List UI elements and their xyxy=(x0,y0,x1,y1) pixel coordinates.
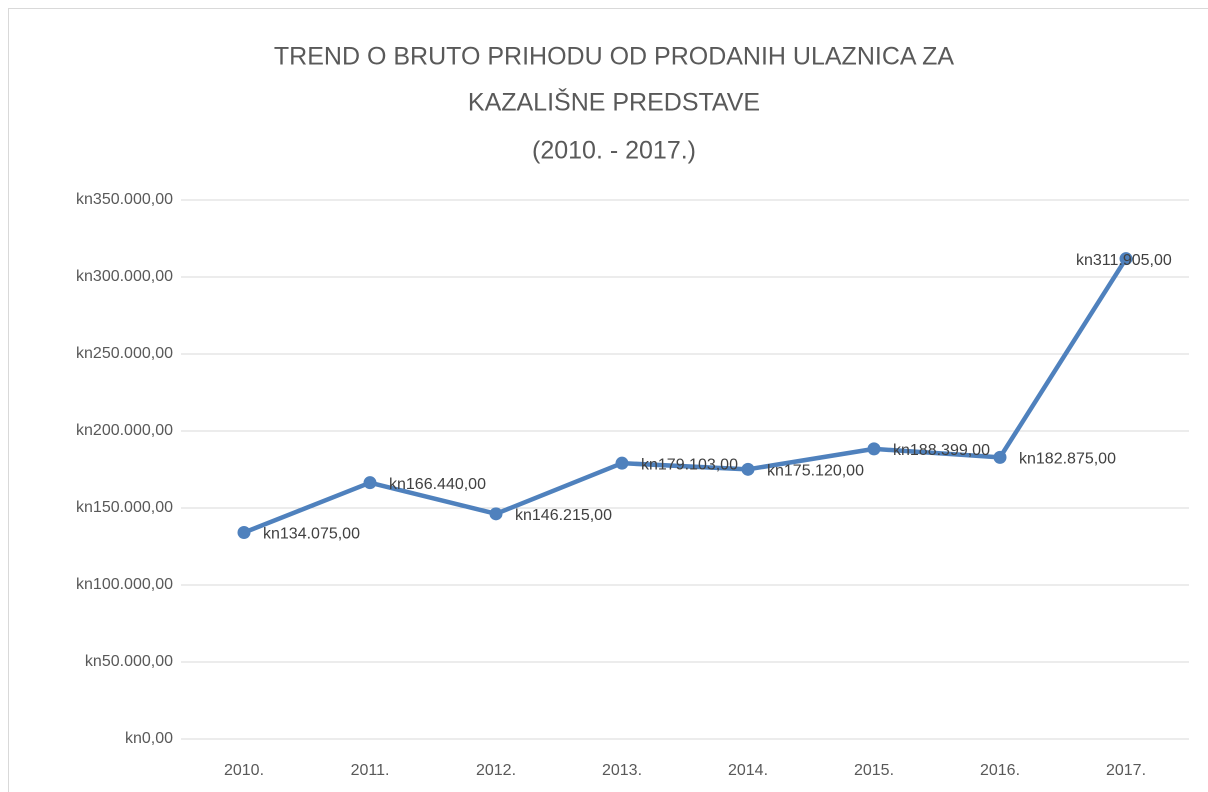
data-label: kn182.875,00 xyxy=(1019,451,1116,468)
y-tick-label: kn200.000,00 xyxy=(76,422,173,439)
data-point xyxy=(1119,252,1133,266)
y-tick-label: kn300.000,00 xyxy=(76,268,173,285)
data-point xyxy=(741,462,755,476)
x-tick-label: 2010. xyxy=(224,762,264,779)
x-tick-label: 2011. xyxy=(351,762,390,779)
x-tick-label: 2014. xyxy=(728,762,768,779)
y-tick-label: kn150.000,00 xyxy=(76,499,173,516)
data-label: kn188.399,00 xyxy=(893,442,990,459)
chart-title: TREND O BRUTO PRIHODU OD PRODANIH ULAZNI… xyxy=(274,43,954,71)
data-label: kn311.905,00 xyxy=(1076,252,1172,269)
chart-frame xyxy=(8,8,1208,792)
y-tick-label: kn250.000,00 xyxy=(76,345,173,362)
data-label: kn166.440,00 xyxy=(389,476,486,493)
data-point xyxy=(237,526,251,540)
x-tick-label: 2017. xyxy=(1106,762,1146,779)
y-tick-label: kn50.000,00 xyxy=(85,653,173,670)
data-point xyxy=(993,450,1007,464)
data-label: kn175.120,00 xyxy=(767,463,864,480)
y-tick-label: kn350.000,00 xyxy=(76,191,173,208)
data-label: kn146.215,00 xyxy=(515,507,612,524)
y-tick-label: kn0,00 xyxy=(125,730,173,747)
x-tick-label: 2012. xyxy=(476,762,516,779)
x-tick-label: 2013. xyxy=(602,762,642,779)
data-point xyxy=(867,442,881,456)
chart-title: KAZALIŠNE PREDSTAVE xyxy=(468,88,760,117)
chart-title: (2010. - 2017.) xyxy=(532,137,696,165)
x-tick-label: 2016. xyxy=(980,762,1020,779)
y-tick-label: kn100.000,00 xyxy=(76,576,173,593)
line-series xyxy=(243,257,1128,535)
data-point xyxy=(615,456,629,470)
data-label: kn134.075,00 xyxy=(263,526,360,543)
data-label: kn179.103,00 xyxy=(641,456,738,473)
data-point xyxy=(363,476,377,490)
data-point xyxy=(489,507,503,521)
x-tick-label: 2015. xyxy=(854,762,894,779)
